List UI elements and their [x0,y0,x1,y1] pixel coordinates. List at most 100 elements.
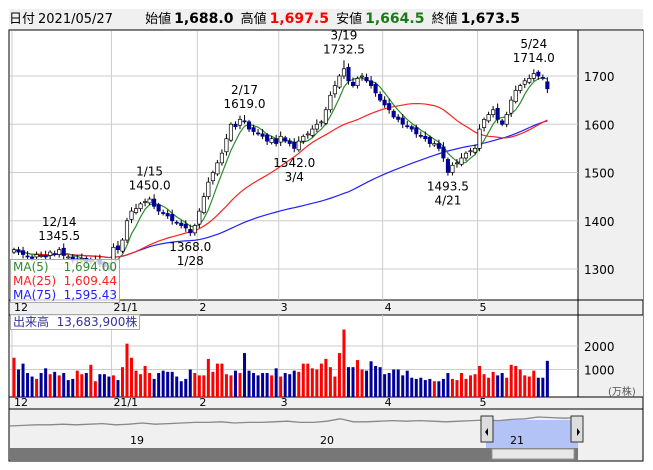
close-value: 1,673.5 [460,11,520,27]
candle [369,80,374,86]
navigator-left-handle[interactable] [480,415,494,443]
price-tick-label: 1300 [584,263,615,277]
volume-bar [405,370,409,397]
date-axis-strip-2 [8,396,644,410]
volume-bar [102,374,106,397]
ma5-label: MA(5) [13,260,49,274]
navigator-year-label: 19 [130,434,144,447]
volume-unit-label: (万株) [608,385,636,398]
candle [183,223,188,229]
volume-bar [270,375,274,397]
volume-bar [71,378,75,397]
candle [269,138,274,143]
volume-bar [523,375,527,397]
volume-bar [188,369,192,397]
month-tick-label: 5 [480,396,487,409]
volume-bar [356,360,360,397]
candle [545,81,550,90]
candle [450,164,455,173]
candle [414,127,419,135]
candle [133,208,139,213]
volume-bar [423,380,427,397]
volume-bar [401,375,405,397]
month-tick-label: 3 [281,396,288,409]
navigator-year-label: 20 [320,434,334,447]
volume-bar [35,378,39,397]
volume-bar [215,363,219,397]
volume-bar [428,378,432,397]
candle [301,135,306,142]
annotation-value: 1450.0 [129,179,171,193]
high-value: 1,697.5 [269,11,329,27]
scrollbar-thumb[interactable] [491,448,575,460]
volume-bar [464,378,468,397]
open-label: 始値 [145,12,172,27]
annotation-date: 1/15 [136,165,163,179]
candle [246,121,252,130]
volume-bar [107,376,111,397]
candle [192,225,197,234]
candle [391,110,396,118]
volume-bar [292,370,296,397]
volume-bar [39,373,43,397]
volume-bar [459,373,463,397]
annotation-value: 1368.0 [169,240,211,254]
volume-bar [279,376,283,397]
candle [445,159,450,173]
candle [319,121,324,124]
candle [359,75,365,78]
volume-bar [134,370,138,397]
ma25-label: MA(25) [13,274,57,288]
volume-bar [337,353,341,397]
candle [57,249,62,255]
candle [305,133,310,136]
candle [459,157,464,165]
volume-bar [48,374,52,397]
candle [20,250,26,255]
candle [436,143,441,149]
candle [296,140,301,151]
candle [396,116,401,120]
month-tick-label: 2 [199,301,206,314]
candle [210,172,215,182]
candle [129,210,134,220]
candle [323,109,328,124]
volume-bar [202,375,206,397]
date-value: 2021/05/27 [38,12,113,27]
volume-bar [378,367,382,397]
candle [287,140,292,144]
volume-bar [175,376,179,397]
volume-bar [170,371,174,397]
volume-bar [473,374,477,397]
volume-bar [328,367,332,397]
candle [310,128,315,136]
volume-bar [229,375,233,397]
candle [292,141,297,149]
volume-bar [120,367,124,397]
volume-bar [455,380,459,397]
candle [224,138,229,153]
volume-bar [450,378,454,397]
volume-bar [161,370,165,397]
month-tick-label: 21/1 [113,301,138,314]
volume-bar [396,369,400,397]
candle [206,181,211,197]
volume-bar [432,381,436,397]
candle [373,83,378,94]
volume-bar [256,375,260,397]
candle [463,152,469,159]
volume-bar [12,357,16,397]
volume-bar [265,373,269,397]
candle [509,99,514,114]
volume-bar [315,369,319,397]
volume-bar [53,371,57,397]
annotation-value: 1619.0 [224,97,266,111]
volume-bar [184,378,188,397]
date-label: 日付 [9,12,36,27]
volume-bar [57,375,61,397]
price-tick-label: 1600 [584,118,615,132]
volume-bar [89,364,93,397]
candle [25,255,30,258]
volume-bar [414,378,418,397]
